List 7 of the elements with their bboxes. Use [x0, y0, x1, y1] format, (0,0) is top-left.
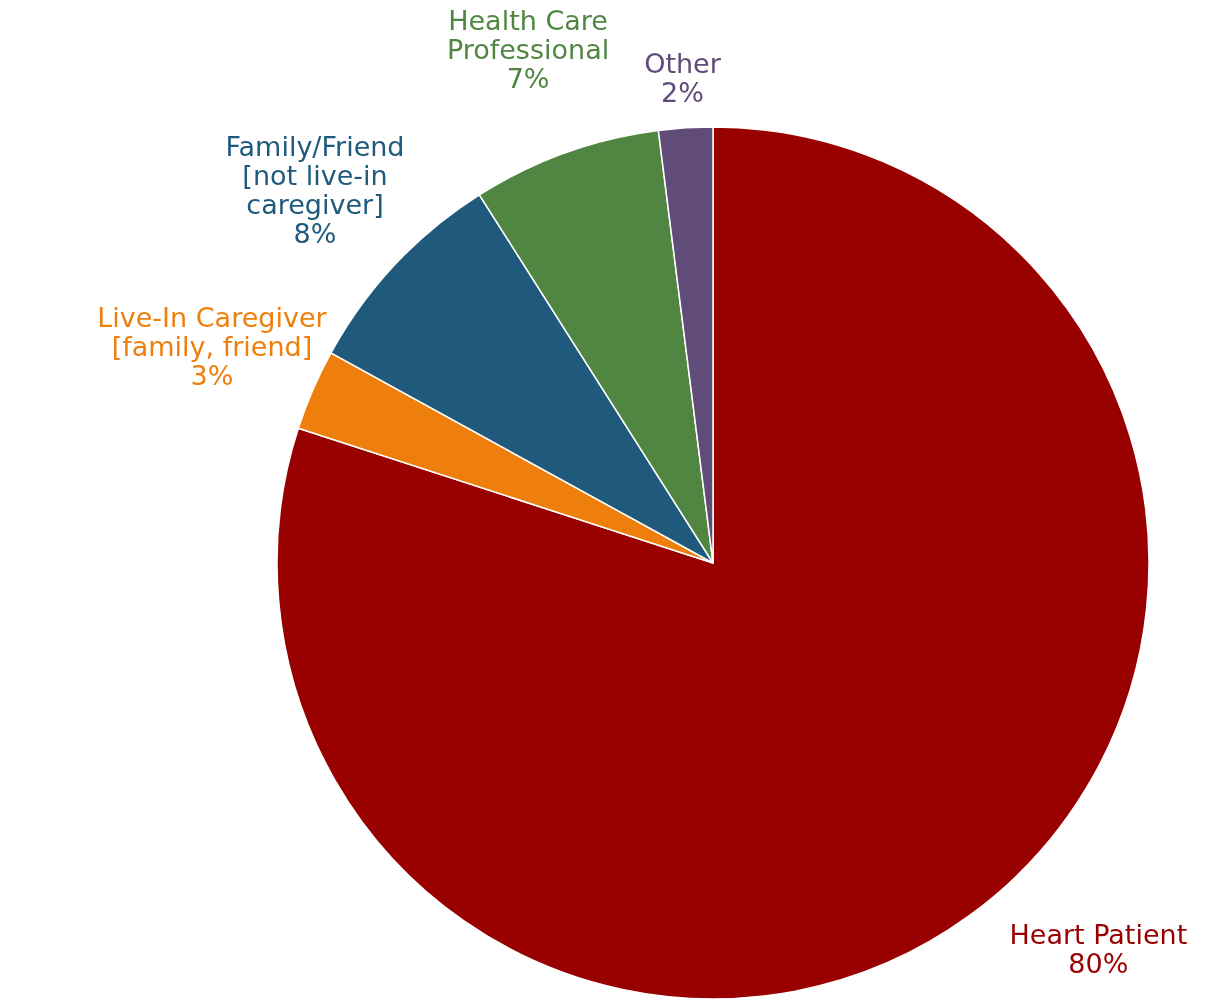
slice-label: Health Care Professional	[446, 5, 610, 66]
data-label: 2%	[661, 77, 704, 109]
slice-label: Heart Patient	[1009, 918, 1188, 950]
slice-label: Live-In Caregiver [family, friend]	[97, 302, 328, 363]
slice-label: Other	[644, 48, 722, 80]
data-label: 80%	[1068, 947, 1129, 979]
data-label: 7%	[506, 63, 550, 95]
